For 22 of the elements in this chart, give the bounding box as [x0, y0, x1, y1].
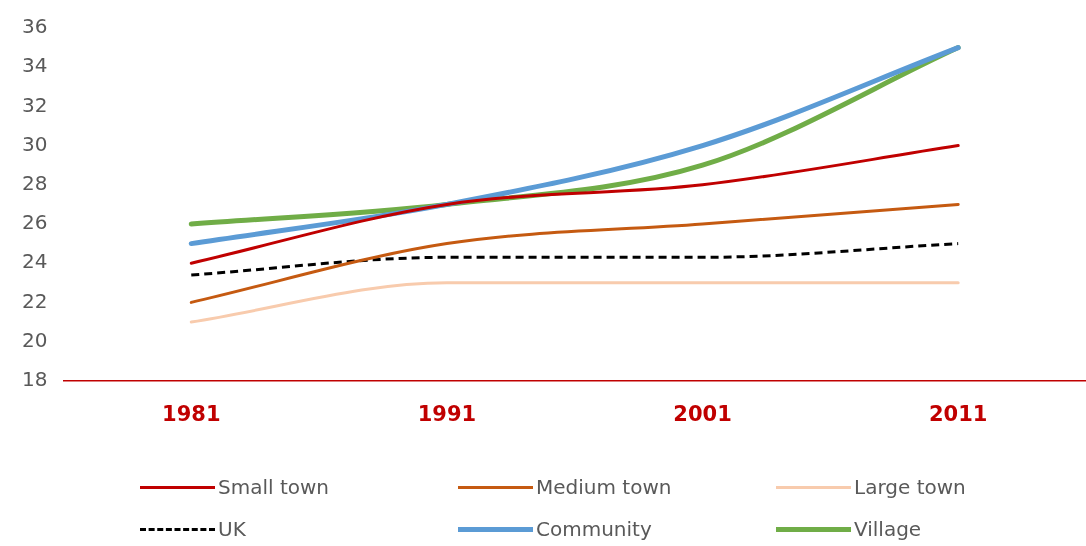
legend-label: Medium town [536, 475, 672, 499]
y-tick-label: 32 [22, 92, 48, 117]
legend-label: UK [218, 517, 246, 541]
line-series [189, 202, 960, 304]
legend-label: Large town [854, 475, 966, 499]
y-tick-label: 26 [22, 210, 48, 235]
legend-label: Small town [218, 475, 330, 499]
y-tick-label: 36 [22, 14, 48, 39]
y-tick-label: 22 [22, 288, 48, 313]
x-tick-label: 2001 [673, 401, 732, 426]
y-tick-label: 24 [22, 249, 48, 274]
x-tick-label: 2011 [928, 401, 988, 426]
y-tick-label: 30 [22, 131, 48, 156]
legend-label: Community [536, 517, 652, 541]
y-tick-label: 18 [22, 367, 48, 391]
x-tick-label: 1991 [417, 401, 477, 426]
x-tick-label: 1981 [162, 401, 221, 426]
line-series [189, 144, 960, 265]
legend-label: Village [854, 517, 922, 541]
y-tick-label: 20 [22, 327, 48, 352]
y-tick-label: 34 [22, 53, 48, 78]
y-tick-label: 28 [22, 171, 48, 195]
